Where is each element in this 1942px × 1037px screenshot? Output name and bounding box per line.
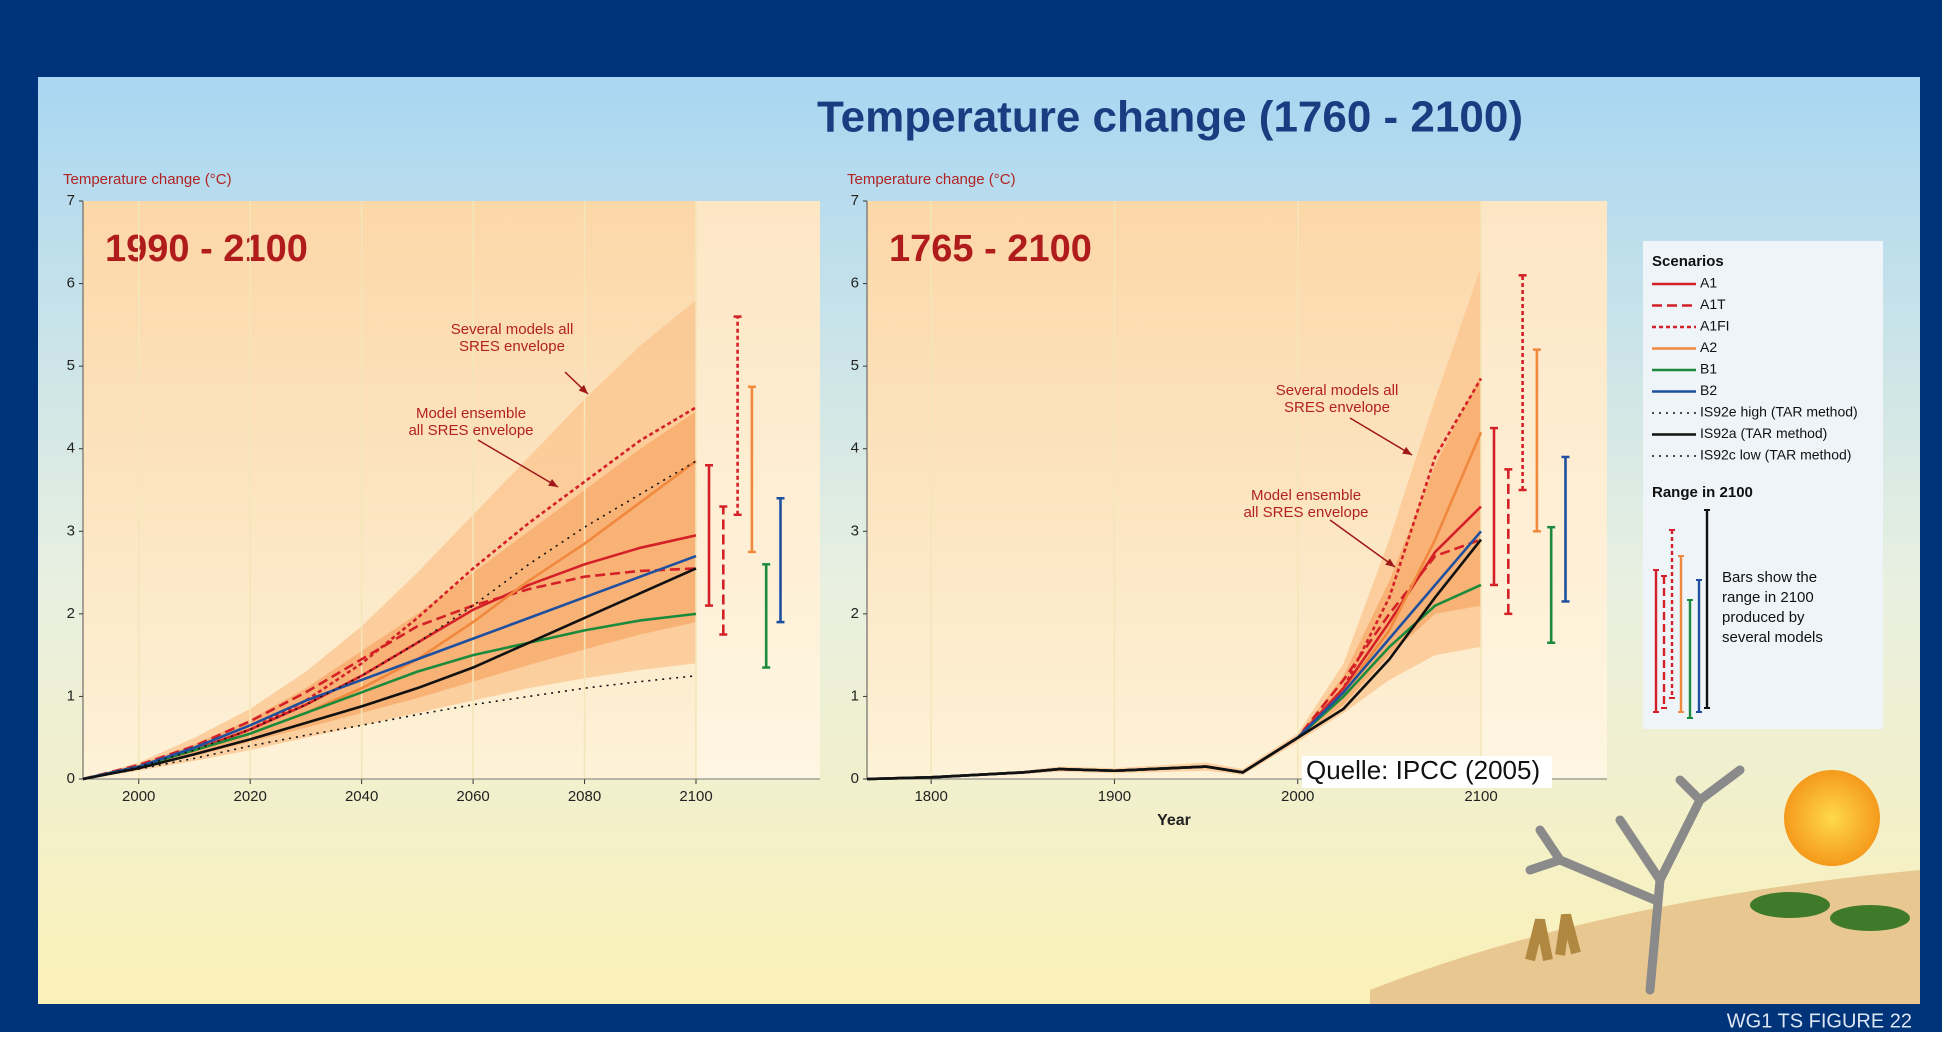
y-tick-label: 7 xyxy=(67,192,75,209)
tree xyxy=(1525,765,1745,995)
annotation: SRES envelope xyxy=(459,338,565,355)
annotation: SRES envelope xyxy=(1284,399,1390,416)
annotation: all SRES envelope xyxy=(408,422,533,439)
slide-title: Temperature change (1760 - 2100) xyxy=(817,93,1523,142)
arrow-head xyxy=(1402,446,1412,455)
sun xyxy=(1784,770,1880,866)
annotation-arrow xyxy=(1329,519,1396,568)
y-tick-label: 2 xyxy=(67,605,75,622)
legend-label: A1FI xyxy=(1700,318,1730,334)
x-tick-label: 2000 xyxy=(122,788,155,805)
x-tick-label: 1900 xyxy=(1098,788,1131,805)
legend-note: produced by xyxy=(1722,609,1805,626)
legend-label: B1 xyxy=(1700,361,1717,377)
annotation: Model ensemble xyxy=(416,405,526,422)
y-tick-label: 6 xyxy=(67,275,75,292)
source-bg xyxy=(1302,756,1552,788)
legend-label: IS92e high (TAR method) xyxy=(1700,404,1858,420)
annotation: Model ensemble xyxy=(1251,487,1361,504)
annotation-arrow xyxy=(477,439,559,488)
legend-note: range in 2100 xyxy=(1722,589,1814,606)
legend-note: Bars show the xyxy=(1722,569,1817,586)
legend-label: B2 xyxy=(1700,382,1717,398)
y-tick-label: 4 xyxy=(67,440,75,457)
annotation: all SRES envelope xyxy=(1243,504,1368,521)
x-tick-label: 2060 xyxy=(456,788,489,805)
y-tick-label: 3 xyxy=(67,522,75,539)
x-tick-label: 2080 xyxy=(568,788,601,805)
source: Quelle: IPCC (2005) xyxy=(1306,755,1540,785)
series-line xyxy=(82,554,697,781)
y-tick-label: 0 xyxy=(67,770,75,787)
y-tick-label: 1 xyxy=(851,687,859,704)
y-tick-label: 4 xyxy=(851,440,859,457)
x-tick-label: 2040 xyxy=(345,788,378,805)
legend-heading: Scenarios xyxy=(1652,253,1724,270)
chart: Temperature change (°C) 1765 - 2100 1800 19… xyxy=(847,171,1607,829)
annotation: Several models all xyxy=(1276,382,1399,399)
arrow-head xyxy=(578,384,588,394)
x-tick-label: 2100 xyxy=(1464,788,1497,805)
x-tick-label: 2000 xyxy=(1281,788,1314,805)
arrow-head xyxy=(548,478,558,487)
legend-note: several models xyxy=(1722,629,1823,646)
series-line xyxy=(82,567,697,781)
x-tick-label: 1800 xyxy=(914,788,947,805)
footer: WG1 TS FIGURE 22 xyxy=(1727,1010,1912,1032)
y-tick-label: 5 xyxy=(851,357,859,374)
legend-label: A1 xyxy=(1700,275,1717,291)
y-tick-label: 7 xyxy=(851,192,859,209)
x-tick-label: 2020 xyxy=(233,788,266,805)
envelope xyxy=(83,411,696,779)
panel-label: 1990 - 2100 xyxy=(105,228,308,270)
bush xyxy=(1830,905,1910,931)
legend-box xyxy=(1643,241,1883,729)
y-axis-label: Temperature change (°C) xyxy=(63,171,232,188)
y-tick-label: 5 xyxy=(67,357,75,374)
series-line xyxy=(82,674,697,780)
y-axis-label: Temperature change (°C) xyxy=(847,171,1016,188)
x-tick-label: 2100 xyxy=(679,788,712,805)
range-background xyxy=(1481,201,1607,779)
arrow-head xyxy=(1385,558,1395,567)
plot-background xyxy=(867,201,1481,779)
legend: Scenarios A1 A1T A1FI A2 B1 B2 IS92e high (TAR … xyxy=(1652,253,1858,719)
y-tick-label: 3 xyxy=(851,522,859,539)
panel-label: 1765 - 2100 xyxy=(889,228,1092,270)
legend-range-heading: Range in 2100 xyxy=(1652,484,1753,501)
series-line xyxy=(82,567,697,781)
y-tick-label: 0 xyxy=(851,770,859,787)
x-axis-label: Year xyxy=(1157,812,1191,829)
bush xyxy=(1750,892,1830,918)
legend-label: IS92a (TAR method) xyxy=(1700,425,1827,441)
annotation: Several models all xyxy=(451,321,574,338)
y-tick-label: 1 xyxy=(67,687,75,704)
legend-label: A2 xyxy=(1700,339,1717,355)
legend-label: IS92c low (TAR method) xyxy=(1700,447,1851,463)
y-tick-label: 2 xyxy=(851,605,859,622)
legend-label: A1T xyxy=(1700,296,1726,312)
series-line xyxy=(82,460,697,780)
annotation-arrow xyxy=(1349,417,1413,456)
series-line xyxy=(866,538,1483,781)
shrub xyxy=(1525,913,1581,962)
y-tick-label: 6 xyxy=(851,275,859,292)
range-background xyxy=(696,201,820,779)
